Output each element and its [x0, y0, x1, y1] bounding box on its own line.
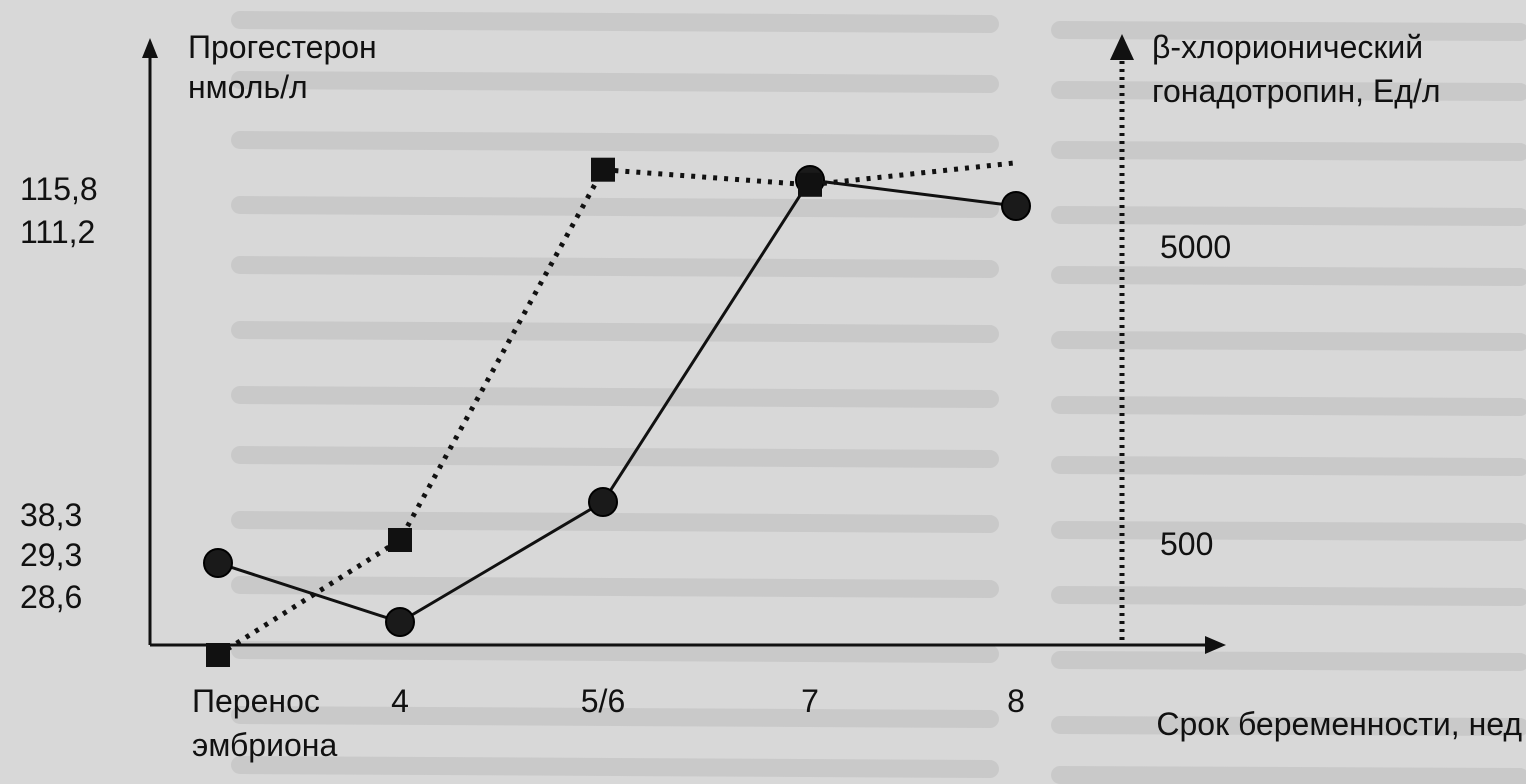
left-tick-label: 29,3 — [20, 537, 82, 573]
bleed-through-line — [1051, 206, 1526, 226]
bleed-through-line — [1051, 521, 1526, 541]
series-line-hcg — [216, 160, 1017, 658]
x-tick-label: 4 — [391, 683, 409, 719]
bleed-through-line — [231, 756, 999, 778]
bleed-through-line — [231, 321, 999, 343]
right-tick-label: 5000 — [1160, 229, 1231, 265]
right-axis-title: гонадотропин, Ед/л — [1152, 73, 1440, 109]
bleed-through-line — [231, 706, 999, 728]
bleed-through-line — [231, 11, 999, 33]
data-point-hcg — [798, 172, 822, 197]
left-axis-title: нмоль/л — [188, 69, 308, 105]
bleed-through-line — [231, 386, 999, 408]
right-axis-title: β-хлорионический — [1152, 29, 1423, 65]
x-tick-label: эмбриона — [192, 727, 337, 763]
bleed-through-line — [1051, 456, 1526, 476]
bleed-through-line — [1051, 81, 1526, 101]
bleed-through-line — [231, 196, 999, 218]
bleed-through-line — [1051, 266, 1526, 286]
data-point-progesterone — [203, 548, 233, 578]
bleed-through-line — [231, 71, 999, 93]
y-axis-left-arrow — [142, 38, 158, 58]
bleed-through-line — [1051, 651, 1526, 671]
left-tick-label: 115,8 — [20, 171, 98, 207]
bleed-through-line — [231, 256, 999, 278]
bleed-through-line — [1051, 586, 1526, 606]
bleed-through-line — [231, 576, 999, 598]
data-point-hcg — [388, 528, 412, 552]
x-tick-label: 8 — [1007, 683, 1025, 719]
bleed-through-line — [1051, 396, 1526, 416]
left-tick-label: 28,6 — [20, 579, 82, 615]
x-axis-title: Срок беременности, нед — [1156, 706, 1522, 742]
bleed-through-line — [1051, 331, 1526, 351]
data-point-progesterone — [1001, 191, 1031, 221]
right-tick-label: 500 — [1160, 526, 1213, 562]
bleed-through-line — [1051, 141, 1526, 161]
x-axis-arrow — [1205, 636, 1226, 654]
bleed-through-line — [231, 131, 999, 153]
x-tick-label: 7 — [801, 683, 819, 719]
left-axis-title: Прогестерон — [188, 29, 377, 65]
bleed-through-line — [231, 511, 999, 533]
data-point-progesterone — [588, 487, 618, 517]
left-tick-label: 38,3 — [20, 497, 82, 533]
y-axis-right-arrow — [1110, 34, 1134, 60]
left-tick-label: 111,2 — [20, 214, 95, 250]
bleed-through-line — [1051, 716, 1526, 736]
bleed-through-line — [231, 446, 999, 468]
bleed-through-line — [231, 641, 999, 663]
data-point-hcg — [206, 643, 230, 667]
data-point-hcg — [591, 157, 615, 182]
x-tick-label: 5/6 — [581, 683, 625, 719]
data-point-progesterone — [385, 607, 415, 637]
bleed-through-line — [1051, 21, 1526, 41]
series-line-progesterone — [217, 178, 1017, 624]
bleed-through-line — [1051, 766, 1526, 784]
x-tick-label: Перенос — [192, 683, 320, 719]
